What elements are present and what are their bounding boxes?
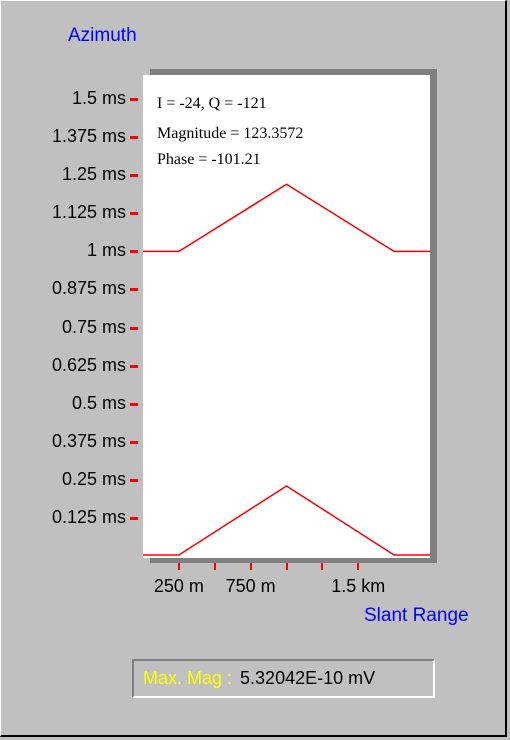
y-tick-label: 1.375 ms [51, 126, 126, 147]
x-tick-mark [213, 562, 216, 570]
y-tick-label: 0.25 ms [61, 468, 126, 489]
y-axis-title: Azimuth [68, 25, 137, 46]
y-tick-mark [130, 288, 138, 292]
y-tick-mark [130, 98, 138, 101]
x-tick-mark [285, 562, 288, 570]
y-tick-label: 0.375 ms [51, 430, 126, 451]
x-tick-label: 1.5 km [331, 576, 386, 596]
y-tick-mark [130, 517, 138, 520]
max-mag-label: Max. Mag : [143, 668, 233, 688]
y-tick-label: 0.5 ms [71, 392, 126, 413]
max-mag-readout: Max. Mag : 5.32042E-10 mV [132, 659, 435, 698]
y-tick-label: 1 ms [86, 240, 126, 261]
y-tick-label: 0.875 ms [51, 278, 126, 299]
y-tick-label: 1.125 ms [51, 202, 126, 223]
y-tick-label: 1.5 ms [71, 88, 126, 108]
y-tick-mark [130, 402, 138, 406]
phase-readout: Phase = -101.21 [157, 151, 261, 168]
y-tick-mark [130, 250, 138, 254]
y-tick-label: 0.75 ms [61, 316, 126, 337]
x-axis-title: Slant Range [364, 605, 469, 626]
y-tick-mark [130, 174, 138, 178]
x-tick-label: 250 m [153, 576, 204, 596]
series-line-2 [143, 485, 430, 556]
x-tick-mark [321, 562, 324, 570]
y-tick-mark [130, 364, 138, 368]
plot-area: I = -24, Q = -121 Magnitude = 123.3572 P… [143, 75, 430, 558]
x-tick-mark [357, 562, 360, 570]
x-tick-label: 750 m [225, 576, 276, 596]
y-tick-label: 0.125 ms [51, 507, 126, 527]
y-tick-label: 1.25 ms [61, 164, 126, 185]
y-tick-mark [130, 326, 138, 330]
y-tick-mark [130, 212, 138, 216]
iq-readout: I = -24, Q = -121 [157, 95, 267, 112]
x-tick-mark [177, 562, 180, 570]
plot-svg [143, 183, 430, 556]
max-mag-value: 5.32042E-10 mV [240, 668, 376, 688]
x-tick-mark [249, 562, 252, 570]
y-tick-label: 0.625 ms [51, 354, 126, 375]
y-tick-mark [130, 478, 138, 482]
y-tick-mark [130, 136, 138, 140]
magnitude-readout: Magnitude = 123.3572 [157, 125, 304, 142]
series-line-1 [143, 183, 430, 253]
y-tick-mark [130, 440, 138, 444]
